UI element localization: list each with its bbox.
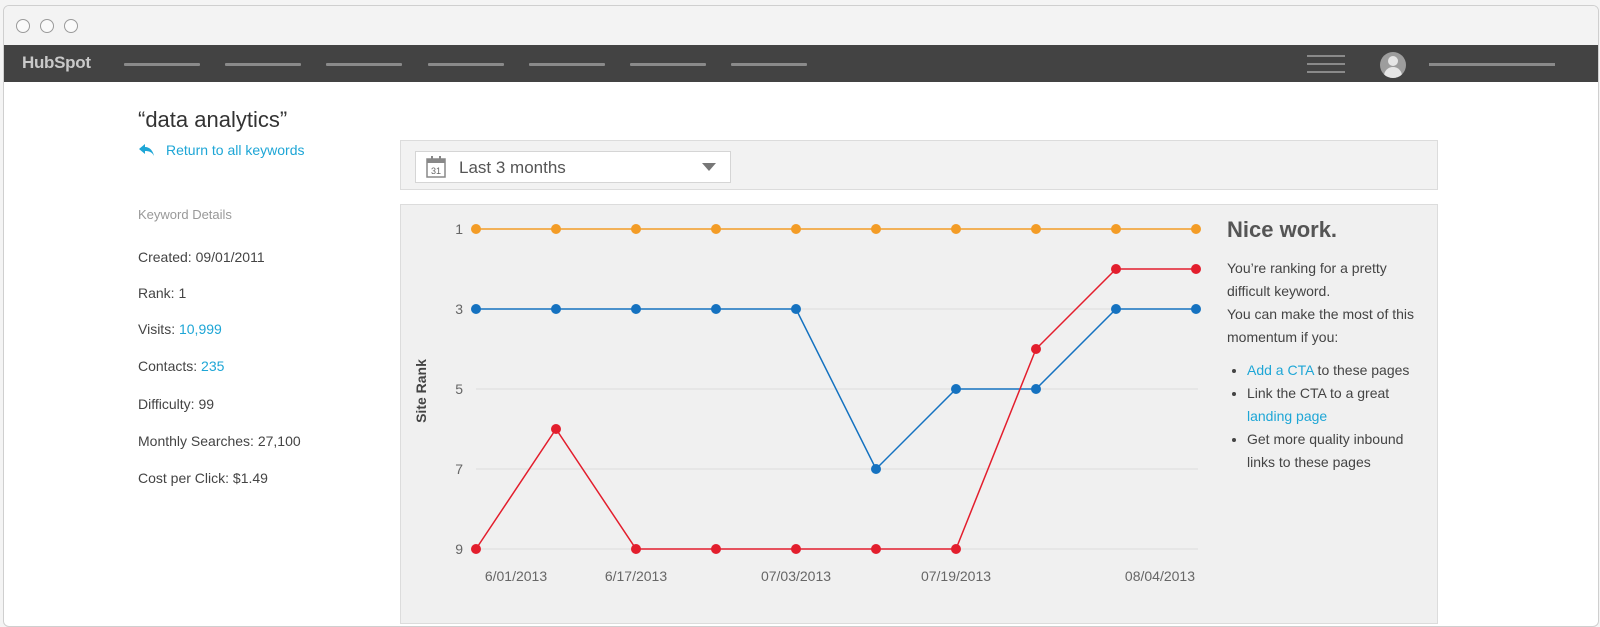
title-bar bbox=[4, 6, 1598, 46]
series-line-1 bbox=[476, 308, 1196, 471]
data-point bbox=[631, 544, 641, 554]
detail-contacts: Contacts: 235 bbox=[138, 358, 225, 374]
chevron-down-icon bbox=[702, 163, 716, 171]
rank-chart-panel: 1 3 5 7 9 6/01/2013 6/17/2013 07/03/2013 07/19/2… bbox=[400, 204, 1438, 624]
detail-monthly-searches: Monthly Searches: 27,100 bbox=[138, 433, 301, 449]
data-point bbox=[1191, 224, 1201, 234]
svg-text:31: 31 bbox=[431, 166, 441, 176]
y-tick-label: 5 bbox=[455, 381, 463, 397]
x-tick-label: 6/17/2013 bbox=[605, 568, 667, 584]
y-axis-label: Site Rank bbox=[413, 359, 429, 423]
series-line-2 bbox=[475, 268, 1196, 550]
close-window-button[interactable] bbox=[16, 19, 30, 33]
y-tick-label: 7 bbox=[455, 461, 463, 477]
nav-item-5[interactable] bbox=[529, 63, 605, 66]
date-range-value: Last 3 months bbox=[459, 158, 566, 177]
data-point bbox=[711, 224, 721, 234]
data-point bbox=[1031, 344, 1041, 354]
y-tick-label: 1 bbox=[455, 221, 463, 237]
filter-bar: 31 Last 3 months bbox=[400, 140, 1438, 190]
advice-heading: Nice work. bbox=[1227, 217, 1338, 242]
advice-box: Nice work. You’re ranking for a pretty d… bbox=[1227, 217, 1427, 474]
return-link-label: Return to all keywords bbox=[166, 142, 305, 158]
x-tick-label: 6/01/2013 bbox=[485, 568, 547, 584]
keyword-title: “data analytics” bbox=[138, 107, 288, 132]
data-point bbox=[951, 224, 961, 234]
nav-item-2[interactable] bbox=[225, 63, 301, 66]
data-point bbox=[791, 304, 801, 314]
main-content: “data analytics” Return to all keywords … bbox=[4, 82, 1598, 624]
top-nav: HubSpot bbox=[4, 45, 1598, 82]
user-menu[interactable] bbox=[1429, 63, 1555, 66]
maximize-window-button[interactable] bbox=[64, 19, 78, 33]
advice-item-1: Add a CTA to these pages bbox=[1247, 359, 1427, 382]
data-point bbox=[711, 544, 721, 554]
data-point bbox=[871, 224, 881, 234]
keyword-details-heading: Keyword Details bbox=[138, 207, 232, 222]
data-point bbox=[871, 544, 881, 554]
rank-chart: 1 3 5 7 9 6/01/2013 6/17/2013 07/03/2013 07/19/2… bbox=[455, 221, 1201, 584]
y-tick-label: 3 bbox=[455, 301, 463, 317]
data-point bbox=[551, 224, 561, 234]
advice-para-1: You’re ranking for a pretty difficult ke… bbox=[1227, 260, 1387, 299]
data-point bbox=[1111, 224, 1121, 234]
date-range-select[interactable]: 31 Last 3 months bbox=[415, 151, 731, 183]
data-point bbox=[951, 544, 961, 554]
data-point bbox=[631, 224, 641, 234]
data-point bbox=[1031, 224, 1041, 234]
nav-item-1[interactable] bbox=[124, 63, 200, 66]
detail-rank: Rank: 1 bbox=[138, 285, 187, 301]
data-point bbox=[471, 224, 481, 234]
avatar[interactable] bbox=[1380, 52, 1406, 78]
advice-list: Add a CTA to these pages Link the CTA to… bbox=[1227, 359, 1427, 474]
calendar-icon: 31 bbox=[426, 156, 446, 178]
detail-created: Created: 09/01/2011 bbox=[138, 249, 265, 265]
return-to-keywords-link[interactable]: Return to all keywords bbox=[138, 142, 305, 158]
detail-cost-per-click: Cost per Click: $1.49 bbox=[138, 470, 268, 486]
y-tick-label: 9 bbox=[455, 541, 463, 557]
x-tick-label: 08/04/2013 bbox=[1125, 568, 1195, 584]
landing-page-link[interactable]: landing page bbox=[1247, 408, 1328, 424]
data-point bbox=[791, 544, 801, 554]
back-arrow-icon bbox=[139, 144, 154, 156]
data-point bbox=[791, 224, 801, 234]
nav-item-7[interactable] bbox=[731, 63, 807, 66]
data-point bbox=[1191, 264, 1201, 274]
data-point bbox=[551, 424, 561, 434]
hubspot-logo[interactable]: HubSpot bbox=[22, 53, 91, 72]
data-point bbox=[1111, 304, 1121, 314]
add-cta-link[interactable]: Add a CTA bbox=[1247, 362, 1314, 378]
nav-item-4[interactable] bbox=[428, 63, 504, 66]
data-point bbox=[631, 304, 641, 314]
data-point bbox=[1111, 264, 1121, 274]
visits-link[interactable]: 10,999 bbox=[178, 321, 222, 337]
advice-item-2: Link the CTA to a great landing page bbox=[1247, 382, 1427, 428]
browser-window: HubSpot “data analytics” Return to all k… bbox=[3, 5, 1599, 627]
data-point bbox=[471, 304, 481, 314]
data-point bbox=[1031, 384, 1041, 394]
data-point bbox=[711, 304, 721, 314]
data-point bbox=[871, 464, 881, 474]
nav-item-6[interactable] bbox=[630, 63, 706, 66]
advice-item-3: Get more quality inbound links to these … bbox=[1247, 428, 1427, 474]
advice-para-2: You can make the most of this momentum i… bbox=[1227, 306, 1415, 345]
data-point bbox=[471, 544, 481, 554]
data-point bbox=[951, 384, 961, 394]
data-point bbox=[1191, 304, 1201, 314]
detail-visits: Visits: 10,999 bbox=[138, 321, 222, 337]
x-tick-label: 07/19/2013 bbox=[921, 568, 991, 584]
minimize-window-button[interactable] bbox=[40, 19, 54, 33]
nav-item-3[interactable] bbox=[326, 63, 402, 66]
x-tick-label: 07/03/2013 bbox=[761, 568, 831, 584]
data-point bbox=[551, 304, 561, 314]
detail-difficulty: Difficulty: 99 bbox=[138, 396, 215, 412]
menu-icon[interactable] bbox=[1307, 54, 1345, 74]
contacts-link[interactable]: 235 bbox=[201, 358, 225, 374]
